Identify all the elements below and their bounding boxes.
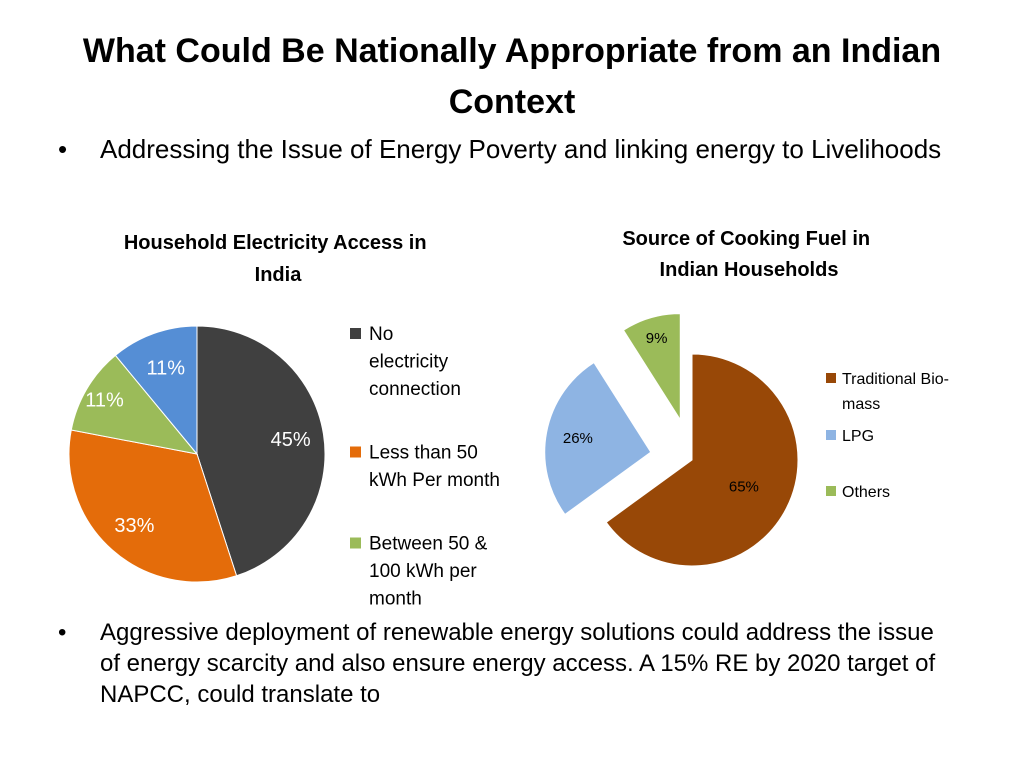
chart1-label-no-electricity-connection: 45% [271, 429, 311, 451]
bullet-dot: • [58, 619, 67, 646]
chart1-slice-labels: 45% 33% 11% 11% [85, 357, 311, 537]
chart1-legend-swatch-less-than-50-kwh-per-month [350, 446, 361, 458]
chart1-label-unlabeled: 11% [147, 357, 186, 379]
chart2-slice-others [622, 313, 681, 422]
chart2-legend-swatch-lpg [826, 430, 836, 440]
bullet-text: Addressing the Issue of Energy Poverty a… [100, 134, 942, 164]
chart2-legend-traditional-bio-mass: Traditional Bio-mass [842, 371, 949, 413]
chart1-slice-unlabeled [114, 325, 198, 456]
bullet-dot: • [58, 134, 68, 164]
chart2-slice-lpg [544, 361, 652, 516]
chart1-label-less-than-50-kwh-per-month: 33% [114, 515, 154, 537]
chart1-legend-less-than-50-kwh-per-month: Less than 50 kWh Per month [369, 443, 500, 492]
chart1-legend-no-electricity-connection: No electricity connection [369, 324, 461, 400]
chart2-legend-others: Others [842, 484, 890, 501]
chart2-legend-swatch-others [826, 486, 836, 496]
chart2-legend-swatch-traditional-bio-mass [826, 373, 836, 383]
chart2-slice-traditional-bio-mass [605, 353, 799, 567]
chart1-slice-between-50-100-kwh-per-month [70, 354, 199, 455]
chart-cooking-fuel: Source of Cooking Fuel in Indian Househo… [544, 228, 949, 567]
chart1-label-between-50-100-kwh-per-month: 11% [85, 389, 124, 411]
bullet-energy-poverty: • Addressing the Issue of Energy Poverty… [58, 132, 958, 204]
chart2-legend: Traditional Bio-mass LPG Others [826, 371, 949, 501]
chart-electricity-access: Household Electricity Access in India 45… [68, 232, 500, 610]
chart1-slices [68, 325, 326, 583]
chart2-legend-lpg: LPG [842, 428, 874, 445]
chart1-slice-no-electricity-connection [196, 325, 326, 577]
chart2-label-traditional-bio-mass: 65% [729, 479, 759, 496]
slide-title: What Could Be Nationally Appropriate fro… [82, 32, 942, 121]
chart1-legend: No electricity connection Less than 50 kWh P… [350, 324, 500, 610]
chart2-label-others: 9% [646, 330, 668, 347]
chart1-title: Household Electricity Access in India [124, 232, 432, 286]
chart2-title: Source of Cooking Fuel in Indian Househo… [622, 228, 875, 281]
chart1-slice-less-than-50-kwh-per-month [68, 429, 238, 583]
bullet-text: Aggressive deployment of renewable energ… [100, 619, 936, 708]
chart1-legend-swatch-between-50-100-kwh-per-month [350, 537, 361, 549]
chart2-label-lpg: 26% [563, 430, 593, 447]
chart2-slices [544, 313, 799, 567]
chart1-legend-swatch-no-electricity-connection [350, 328, 361, 339]
chart1-legend-between-50-100-kwh-per-month: Between 50 & 100 kWh per month [369, 534, 488, 610]
chart2-slice-labels: 65% 26% 9% [563, 330, 759, 495]
